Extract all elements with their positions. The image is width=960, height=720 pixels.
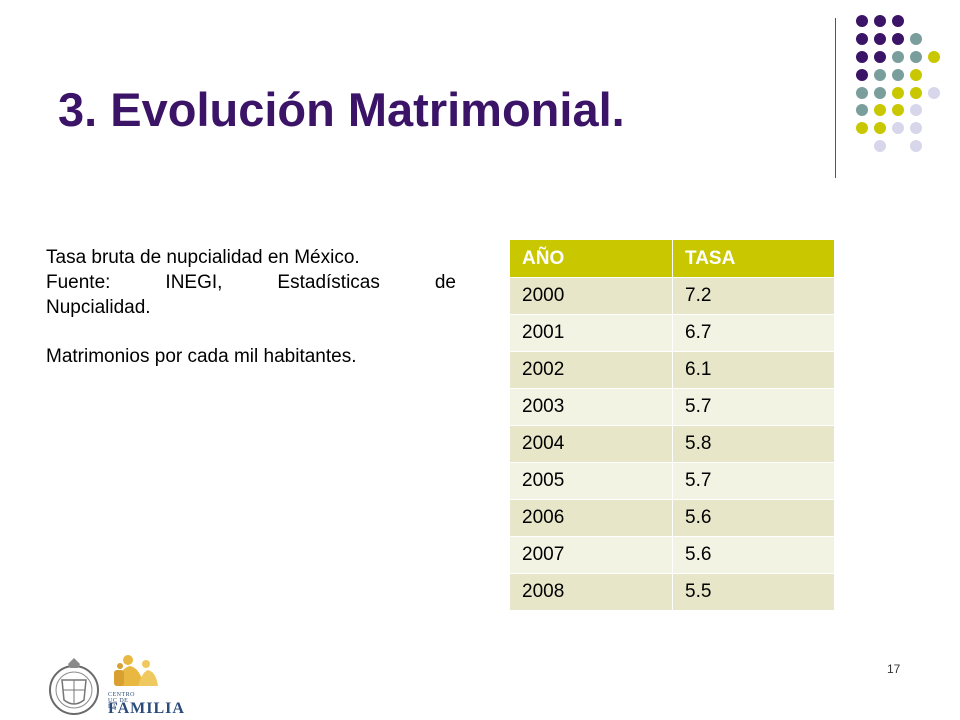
- logo-small-text: CENTRO UC DE LA: [108, 692, 135, 710]
- slide-title: 3. Evolución Matrimonial.: [58, 83, 625, 136]
- description-line-1: Tasa bruta de nupcialidad en México.: [46, 247, 360, 268]
- rate-cell: 5.7: [672, 388, 835, 426]
- year-cell: 2006: [510, 499, 673, 537]
- table-row: 2008 5.5: [510, 573, 835, 611]
- year-cell: 2007: [510, 536, 673, 574]
- table-row: 2000 7.2: [510, 277, 835, 315]
- year-cell: 2003: [510, 388, 673, 426]
- table-row: 2007 5.6: [510, 536, 835, 574]
- column-header-year: AÑO: [510, 240, 673, 278]
- rate-cell: 5.6: [672, 536, 835, 574]
- table-header-row: AÑO TASA: [510, 240, 835, 278]
- decorative-dot-grid: [856, 15, 940, 152]
- year-cell: 2001: [510, 314, 673, 352]
- table-row: 2006 5.6: [510, 499, 835, 537]
- year-cell: 2008: [510, 573, 673, 611]
- description-line-3: Nupcialidad.: [46, 297, 151, 318]
- rate-cell: 6.1: [672, 351, 835, 389]
- familia-logo-icon: [114, 655, 158, 686]
- year-cell: 2000: [510, 277, 673, 315]
- year-cell: 2005: [510, 462, 673, 500]
- table-row: 2004 5.8: [510, 425, 835, 463]
- table-row: 2003 5.7: [510, 388, 835, 426]
- year-cell: 2004: [510, 425, 673, 463]
- rate-cell: 5.6: [672, 499, 835, 537]
- rate-cell: 5.7: [672, 462, 835, 500]
- table-row: 2001 6.7: [510, 314, 835, 352]
- rate-cell: 6.7: [672, 314, 835, 352]
- description-block: Tasa bruta de nupcialidad en México. Fue…: [46, 245, 456, 369]
- column-header-rate: TASA: [672, 240, 835, 278]
- marriage-rate-table: AÑO TASA 2000 7.2 2001 6.7 2002 6.1 2003…: [510, 240, 835, 611]
- year-cell: 2002: [510, 351, 673, 389]
- description-line-4: Matrimonios por cada mil habitantes.: [46, 346, 357, 367]
- page-number: 17: [887, 662, 901, 676]
- university-seal-icon: [49, 658, 99, 715]
- title-divider-line: [835, 18, 836, 178]
- table-row: 2002 6.1: [510, 351, 835, 389]
- logo-big-text: FAMILIA: [108, 700, 185, 717]
- description-line-2: Fuente: INEGI, Estadísticas de: [46, 272, 456, 293]
- rate-cell: 5.5: [672, 573, 835, 611]
- rate-cell: 7.2: [672, 277, 835, 315]
- table-row: 2005 5.7: [510, 462, 835, 500]
- rate-cell: 5.8: [672, 425, 835, 463]
